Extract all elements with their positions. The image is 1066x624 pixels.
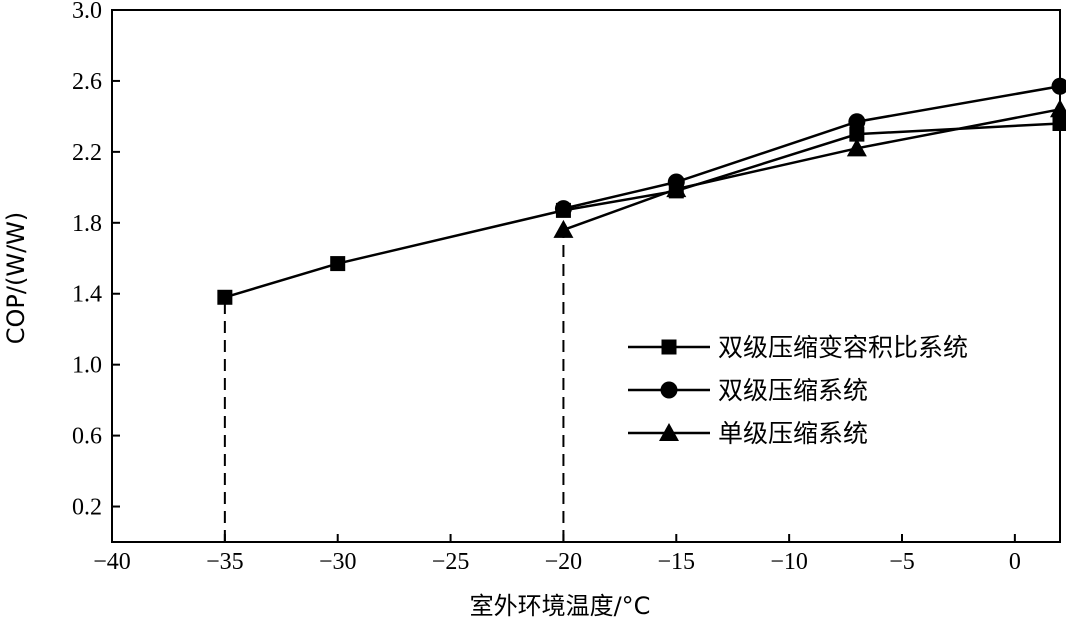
y-tick-label: 1.0 bbox=[72, 353, 102, 379]
legend-label: 双级压缩变容积比系统 bbox=[718, 333, 968, 362]
y-tick-label: 1.4 bbox=[72, 282, 102, 308]
x-tick-label: −15 bbox=[658, 549, 696, 575]
x-tick-label: −25 bbox=[432, 549, 470, 575]
legend-marker-triangle bbox=[659, 423, 679, 441]
x-tick-label: −40 bbox=[93, 549, 131, 575]
data-point-square bbox=[849, 126, 865, 142]
data-point-circle bbox=[1051, 77, 1066, 95]
y-tick-label: 2.2 bbox=[72, 140, 102, 166]
x-tick-label: 0 bbox=[1009, 549, 1021, 575]
y-tick-label: 3.0 bbox=[72, 0, 102, 24]
series-line-circle bbox=[563, 85, 1061, 210]
data-point-square bbox=[217, 289, 233, 305]
y-tick-label: 0.6 bbox=[72, 424, 102, 450]
x-tick-label: −30 bbox=[319, 549, 357, 575]
data-point-square bbox=[330, 256, 346, 272]
y-tick-label: 0.2 bbox=[72, 495, 102, 521]
data-point-circle bbox=[554, 200, 572, 218]
legend-marker-square bbox=[661, 339, 677, 355]
plot-frame bbox=[111, 9, 1061, 543]
y-tick-label: 1.8 bbox=[72, 211, 102, 237]
data-point-circle bbox=[848, 113, 866, 131]
data-point-triangle bbox=[1050, 99, 1066, 118]
data-point-triangle bbox=[553, 219, 574, 238]
data-point-triangle bbox=[846, 138, 867, 157]
x-tick-label: −20 bbox=[545, 549, 583, 575]
legend-marker-circle bbox=[660, 381, 678, 399]
legend-label: 双级压缩系统 bbox=[718, 376, 868, 405]
y-axis-title: COP/(W/W) bbox=[2, 212, 30, 344]
x-tick-label: −35 bbox=[206, 549, 244, 575]
y-tick-label: 2.6 bbox=[72, 69, 102, 95]
x-axis-title: 室外环境温度/°C bbox=[470, 592, 651, 620]
x-tick-label: −10 bbox=[770, 549, 808, 575]
legend-label: 单级压缩系统 bbox=[718, 419, 868, 448]
data-point-triangle bbox=[666, 179, 687, 198]
series-line-square bbox=[224, 122, 1061, 299]
data-point-square bbox=[1052, 115, 1066, 131]
series-line-triangle bbox=[563, 108, 1061, 232]
x-tick-label: −5 bbox=[889, 549, 915, 575]
